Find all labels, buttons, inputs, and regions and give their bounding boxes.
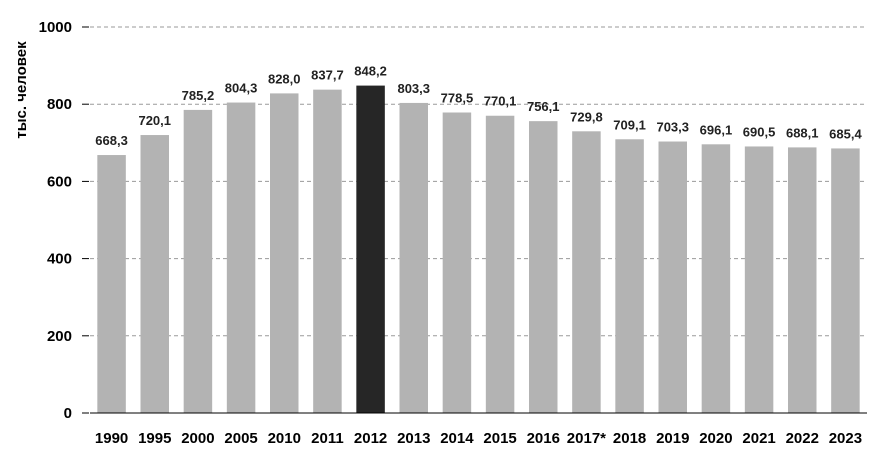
data-label-2018: 709,1 bbox=[613, 117, 646, 132]
x-tick-label-2013: 2013 bbox=[397, 430, 430, 447]
bar-1990 bbox=[97, 155, 126, 413]
x-tick-label-2011: 2011 bbox=[311, 430, 344, 447]
data-label-1995: 720,1 bbox=[138, 113, 171, 128]
data-label-2019: 703,3 bbox=[656, 120, 689, 135]
bar-2017* bbox=[572, 131, 601, 414]
data-label-2022: 688,1 bbox=[786, 125, 819, 140]
bar-2014 bbox=[442, 112, 472, 414]
data-label-2017*: 729,8 bbox=[570, 109, 603, 124]
x-tick-label-2012: 2012 bbox=[354, 430, 387, 447]
x-tick-label-2015: 2015 bbox=[483, 430, 516, 447]
x-tick-label-2022: 2022 bbox=[786, 430, 819, 447]
data-label-2010: 828,0 bbox=[268, 71, 301, 86]
y-axis-ticks: 0 200 400 600 800 1000 bbox=[39, 19, 89, 422]
bar-2020 bbox=[701, 144, 731, 413]
x-tick-label-2018: 2018 bbox=[613, 430, 646, 447]
data-label-2020: 696,1 bbox=[700, 122, 733, 137]
y-tick-label: 200 bbox=[47, 328, 72, 345]
y-axis-label: тыс. человек bbox=[13, 41, 30, 139]
data-label-1990: 668,3 bbox=[95, 133, 128, 148]
x-tick-label-2021: 2021 bbox=[742, 430, 775, 447]
bar-1995 bbox=[140, 135, 169, 414]
x-tick-label-2017*: 2017* bbox=[567, 430, 606, 447]
x-tick-label-2023: 2023 bbox=[829, 430, 862, 447]
data-labels: 668,3 720,1 785,2 804,3 828,0 837,7 848,2 803,3… bbox=[95, 64, 862, 148]
bar-2000 bbox=[183, 109, 213, 413]
bar-2022 bbox=[788, 147, 817, 413]
bar-2012 bbox=[356, 85, 385, 414]
y-tick-label: 1000 bbox=[39, 19, 72, 36]
bar-2010 bbox=[270, 93, 299, 413]
data-label-2005: 804,3 bbox=[225, 81, 258, 96]
bar-2016 bbox=[529, 121, 558, 414]
data-label-2023: 685,4 bbox=[829, 126, 862, 141]
y-tick-label: 800 bbox=[47, 96, 72, 113]
data-label-2021: 690,5 bbox=[743, 124, 776, 139]
bar-2023 bbox=[831, 148, 860, 413]
data-label-2014: 778,5 bbox=[441, 90, 474, 105]
bar-2021 bbox=[744, 146, 774, 414]
bars bbox=[97, 85, 860, 414]
data-label-2015: 770,1 bbox=[484, 94, 517, 109]
x-tick-label-2000: 2000 bbox=[181, 430, 214, 447]
bar-2011 bbox=[313, 89, 342, 413]
data-label-2011: 837,7 bbox=[311, 68, 344, 83]
data-label-2016: 756,1 bbox=[527, 99, 560, 114]
x-axis-ticks: 1990 1995 2000 2005 2010 2011 2012 2013 2014 2015… bbox=[95, 430, 862, 447]
x-tick-label-2010: 2010 bbox=[268, 430, 301, 447]
bar-2015 bbox=[485, 115, 515, 414]
x-tick-label-1990: 1990 bbox=[95, 430, 128, 447]
y-tick-label: 600 bbox=[47, 173, 72, 190]
x-tick-label-2019: 2019 bbox=[656, 430, 689, 447]
bar-2005 bbox=[226, 102, 256, 414]
data-label-2013: 803,3 bbox=[397, 81, 430, 96]
y-tick-label: 0 bbox=[64, 405, 72, 422]
x-tick-label-2005: 2005 bbox=[224, 430, 257, 447]
x-tick-label-2020: 2020 bbox=[699, 430, 732, 447]
x-tick-label-2016: 2016 bbox=[527, 430, 560, 447]
y-tick-label: 400 bbox=[47, 251, 72, 268]
data-label-2000: 785,2 bbox=[182, 88, 215, 103]
bar-2013 bbox=[399, 102, 428, 413]
x-tick-label-1995: 1995 bbox=[138, 430, 171, 447]
gridlines bbox=[90, 26, 867, 337]
x-tick-label-2014: 2014 bbox=[440, 430, 474, 447]
bar-2018 bbox=[615, 139, 644, 413]
bar-2019 bbox=[658, 141, 687, 414]
data-label-2012: 848,2 bbox=[354, 64, 387, 79]
